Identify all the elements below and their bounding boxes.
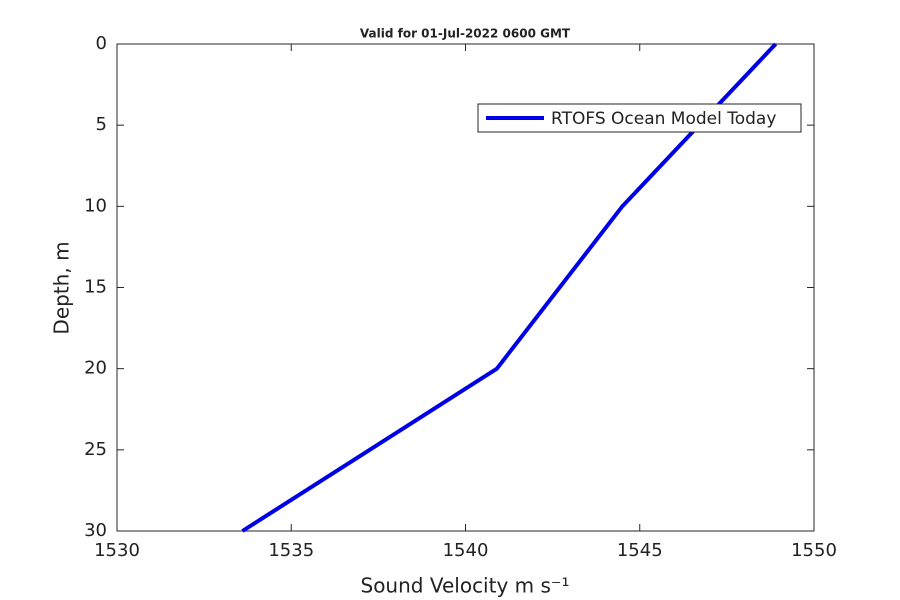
x-tick-label: 1545 bbox=[617, 540, 663, 561]
x-tick-label: 1540 bbox=[443, 540, 489, 561]
y-tick-label: 5 bbox=[96, 114, 107, 135]
y-tick-label: 0 bbox=[96, 33, 107, 54]
y-tick-label: 15 bbox=[84, 277, 107, 298]
x-tick-label: 1535 bbox=[268, 540, 314, 561]
y-tick-label: 30 bbox=[84, 520, 107, 541]
chart-title: Valid for 01-Jul-2022 0600 GMT bbox=[360, 27, 571, 41]
y-axis-label: Depth, m bbox=[50, 241, 74, 334]
y-tick-label: 20 bbox=[84, 358, 107, 379]
y-tick-label: 10 bbox=[84, 195, 107, 216]
x-tick-label: 1550 bbox=[791, 540, 837, 561]
x-tick-label: 1530 bbox=[94, 540, 140, 561]
y-tick-label: 25 bbox=[84, 439, 107, 460]
legend-label: RTOFS Ocean Model Today bbox=[551, 109, 776, 129]
legend: RTOFS Ocean Model Today bbox=[477, 103, 802, 133]
x-axis-label: Sound Velocity m s⁻¹ bbox=[361, 574, 570, 598]
